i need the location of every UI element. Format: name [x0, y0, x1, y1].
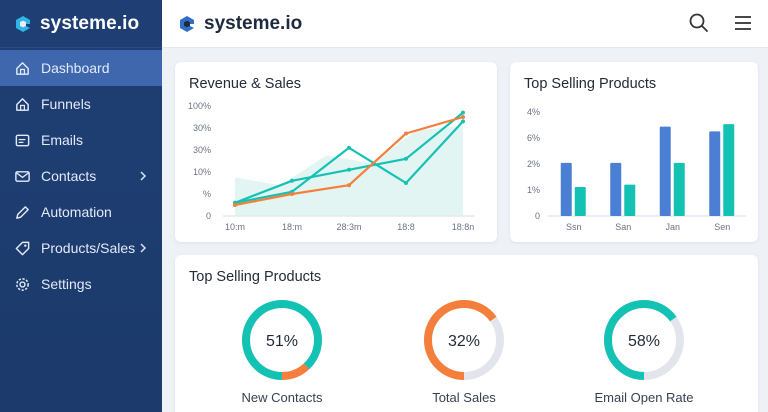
bar [659, 126, 671, 216]
brand-name: systeme.io [40, 12, 140, 34]
x-tick-label: Sen [714, 222, 730, 232]
y-tick-label: 10% [193, 167, 211, 177]
y-tick-label: 2% [527, 159, 540, 169]
envelope-icon [15, 170, 30, 182]
sidebar-item-label: Funnels [41, 96, 91, 112]
line-point [347, 167, 351, 172]
donut-caption: Total Sales [432, 390, 496, 405]
line-point [404, 181, 408, 185]
sidebar-item-automation[interactable]: Automation [0, 194, 162, 230]
y-tick-label: 30% [193, 145, 211, 155]
kpi-donut-card: Top Selling Products 51% New Contacts 32% T… [175, 255, 758, 412]
line-point [461, 110, 465, 115]
email-icon [15, 134, 30, 146]
kpi-donut: 32% Total Sales [399, 295, 529, 407]
donut-value: 32% [448, 333, 480, 350]
x-tick-label: 28:3m [336, 222, 361, 232]
y-tick-label: 0 [206, 211, 211, 221]
card-title: Top Selling Products [524, 76, 657, 92]
sidebar-item-contacts[interactable]: Contacts [0, 158, 162, 194]
donut-caption: New Contacts [241, 390, 323, 405]
sidebar: systeme.io Dashboard Funnels Emails Contact… [0, 0, 162, 412]
brand-name: systeme.io [204, 12, 303, 34]
sidebar-item-products-sales[interactable]: Products/Sales [0, 230, 162, 266]
kpi-donut: 51% New Contacts [217, 295, 347, 407]
bar [574, 187, 586, 216]
x-tick-label: 18:8 [397, 222, 415, 232]
y-tick-label: 1% [527, 185, 540, 195]
sidebar-item-label: Dashboard [41, 60, 110, 76]
y-tick-label: 4% [527, 107, 540, 117]
sidebar-item-label: Automation [41, 204, 112, 220]
card-title: Top Selling Products [189, 269, 322, 285]
donut-value-arc [424, 300, 504, 380]
revenue-line-chart: 100% 30% 30% 10%% 0 10:m 18:m 28:3m 18:8 18:8n [188, 101, 475, 232]
line-point [347, 145, 351, 150]
line-point [461, 119, 465, 124]
bar [673, 162, 685, 216]
sidebar-item-label: Products/Sales [41, 240, 136, 256]
line-point [347, 183, 351, 188]
pencil-icon [16, 205, 29, 219]
top-bar: systeme.io [162, 0, 768, 48]
line-point [290, 192, 294, 196]
home-icon [16, 97, 29, 111]
bar [560, 162, 572, 216]
x-tick-label: Jan [665, 222, 680, 232]
bar [709, 131, 721, 216]
kpi-donut: 58% Email Open Rate [579, 295, 709, 407]
sidebar-item-dashboard[interactable]: Dashboard [0, 50, 162, 86]
line-point [233, 203, 237, 207]
sidebar-brand[interactable]: systeme.io [0, 0, 162, 48]
line-point [290, 178, 294, 183]
y-tick-label: 30% [193, 123, 211, 133]
y-tick-label: 100% [188, 101, 211, 111]
revenue-sales-card: Revenue & Sales 100% 30% 30% 10%% 0 10:m 18:m 2… [175, 62, 497, 242]
card-title: Revenue & Sales [189, 76, 302, 92]
bar [610, 162, 622, 216]
y-tick-label: % [203, 189, 211, 199]
donut-caption: Email Open Rate [594, 390, 694, 405]
x-tick-label: 10:m [225, 222, 245, 232]
search-icon[interactable] [688, 12, 710, 34]
donut-chart: 51% [242, 300, 322, 380]
sidebar-item-funnels[interactable]: Funnels [0, 86, 162, 122]
systeme-logo-icon [180, 15, 194, 32]
donut-value: 58% [628, 333, 660, 350]
sidebar-item-label: Settings [41, 276, 92, 292]
donut-value-arc [604, 300, 684, 380]
menu-icon[interactable] [732, 12, 754, 34]
chevron-right-icon [140, 243, 147, 253]
sidebar-item-label: Contacts [41, 168, 97, 184]
home-icon [16, 61, 29, 75]
products-bar-chart: 4% 6% 2% 1% 0 Ssn San Jan Sen [527, 107, 746, 232]
sidebar-nav: Dashboard Funnels Emails Contacts Automation… [0, 48, 162, 302]
line-point [461, 115, 465, 119]
top-products-bar-card: Top Selling Products 4% 6% 2% 1% 0 Ssn San Jan S… [510, 62, 758, 242]
donut-chart: 32% [424, 300, 504, 380]
donut-value: 51% [266, 333, 298, 350]
x-tick-label: San [615, 222, 631, 232]
bar [723, 124, 735, 216]
sidebar-item-settings[interactable]: Settings [0, 266, 162, 302]
systeme-logo-icon [16, 15, 30, 32]
line-point [404, 131, 408, 136]
x-tick-label: Ssn [566, 222, 582, 232]
sidebar-item-emails[interactable]: Emails [0, 122, 162, 158]
donut-chart: 58% [604, 300, 684, 380]
line-point [404, 156, 408, 161]
y-tick-label: 0 [535, 211, 540, 221]
tag-icon [15, 241, 30, 255]
gear-icon [16, 277, 29, 291]
chevron-right-icon [140, 171, 147, 181]
sidebar-item-label: Emails [41, 132, 84, 148]
x-tick-label: 18:8n [452, 222, 475, 232]
bar [624, 184, 636, 216]
y-tick-label: 6% [527, 133, 540, 143]
x-tick-label: 18:m [282, 222, 302, 232]
